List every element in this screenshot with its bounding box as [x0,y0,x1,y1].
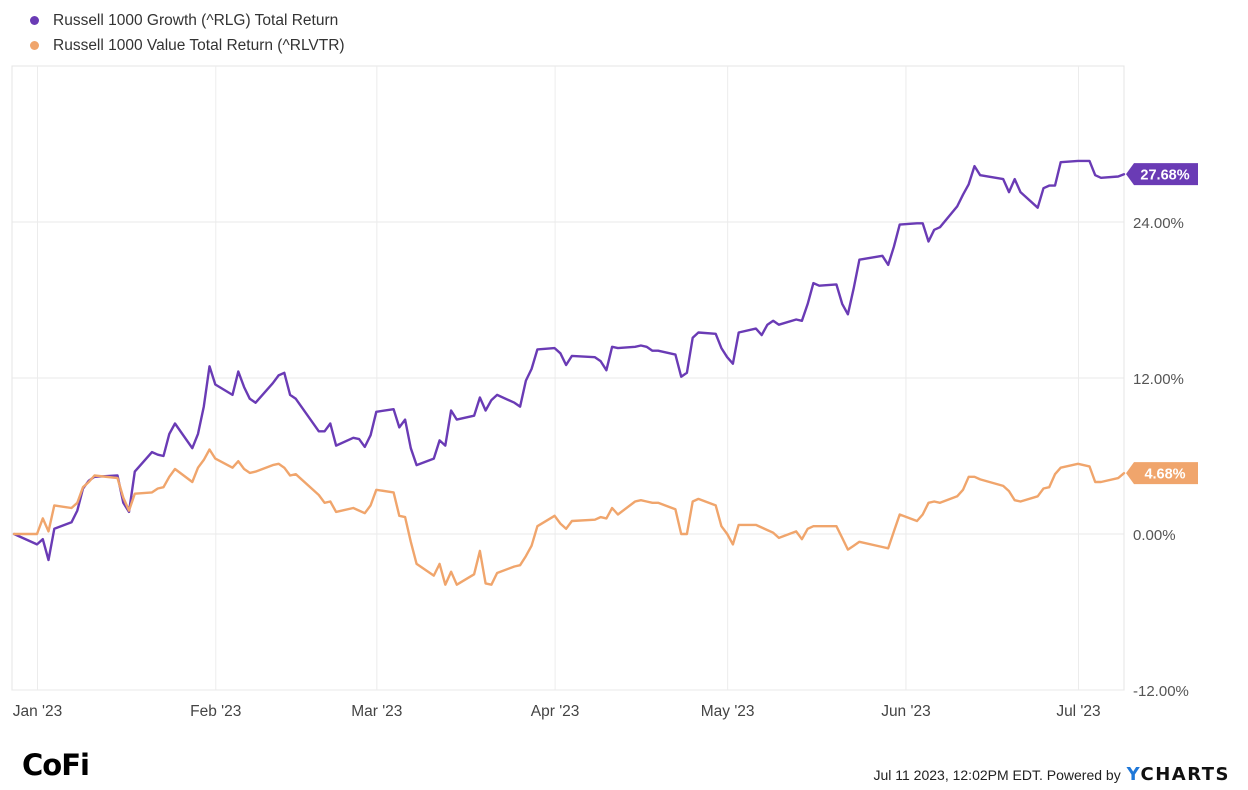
x-tick-label: Jan '23 [13,703,63,720]
x-tick-label: Jun '23 [881,703,931,720]
ycharts-logo-y: Y [1126,764,1141,785]
end-label-text: 4.68% [1144,467,1185,483]
ycharts-logo-rest: CHARTS [1140,764,1230,785]
series-lines [12,159,1126,586]
end-label-bg [1126,462,1198,485]
legend-item-growth[interactable]: Russell 1000 Growth (^RLG) Total Return [30,8,345,33]
x-tick-label: Mar '23 [351,703,402,720]
line-chart: 24.00% 12.00% 0.00% -12.00% Jan '23 Feb '23 Ma… [11,65,1198,720]
ycharts-logo[interactable]: YCHARTS [1127,764,1230,785]
timestamp: Jul 11 2023, 12:02PM EDT. [873,766,1043,783]
end-label-growth: 27.68% [1126,163,1198,186]
end-label-bg [1126,163,1198,186]
powered-by: Powered by [1046,766,1121,783]
x-tick-label: May '23 [701,703,755,720]
y-tick-label: 24.00% [1133,215,1184,232]
end-label-value: 4.68% [1126,462,1198,485]
cofi-logo: CoFi [22,748,90,782]
legend-dot-growth [30,16,39,25]
end-label-text: 27.68% [1140,168,1189,184]
tick-labels: 24.00% 12.00% 0.00% -12.00% Jan '23 Feb '23 Ma… [13,163,1198,720]
y-tick-label: 0.00% [1133,527,1176,544]
series-line-growth [12,159,1126,562]
legend-item-value[interactable]: Russell 1000 Value Total Return (^RLVTR) [30,33,345,58]
grid [11,65,1125,691]
attribution: Jul 11 2023, 12:02PM EDT. Powered by YCH… [873,764,1230,785]
legend-label-value: Russell 1000 Value Total Return (^RLVTR) [53,36,345,54]
series-line-value [12,448,1126,586]
legend-label-growth: Russell 1000 Growth (^RLG) Total Return [53,11,339,29]
legend: Russell 1000 Growth (^RLG) Total Return … [30,8,345,58]
x-tick-label: Jul '23 [1056,703,1100,720]
y-tick-label: -12.00% [1133,683,1189,700]
legend-dot-value [30,41,39,50]
y-tick-label: 12.00% [1133,371,1184,388]
x-tick-label: Feb '23 [190,703,241,720]
x-tick-label: Apr '23 [531,703,580,720]
